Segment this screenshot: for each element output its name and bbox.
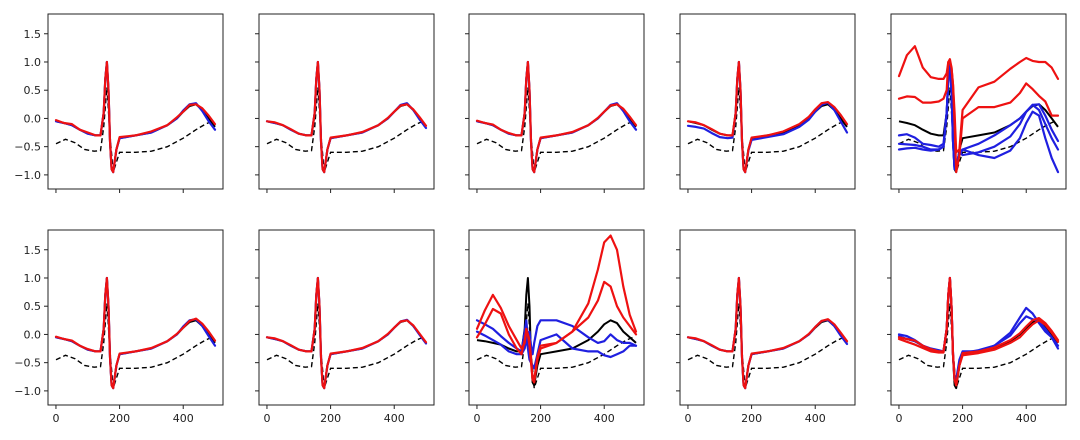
xtick-label: 0 <box>895 412 902 425</box>
ytick-label: 1.0 <box>24 272 42 285</box>
xtick-label: 200 <box>109 412 130 425</box>
xtick-label: 200 <box>530 412 551 425</box>
axes-frame <box>890 229 1067 406</box>
subplot-4 <box>676 13 856 193</box>
ytick-label: 1.5 <box>24 244 42 257</box>
red-series-line <box>897 276 1060 387</box>
subplot-lines <box>686 60 849 174</box>
subplot-lines <box>686 276 849 390</box>
reference-line <box>476 277 637 387</box>
xtick-label: 200 <box>320 412 341 425</box>
subplot-lines <box>54 276 217 390</box>
red-series-line <box>265 60 428 174</box>
xtick-label: 400 <box>384 412 405 425</box>
axes-frame <box>890 13 1067 190</box>
red-series-line <box>475 234 638 384</box>
red-series-line <box>54 276 217 390</box>
baseline-dashed-line <box>476 303 634 389</box>
reference-line <box>898 277 1059 390</box>
axes-frame <box>468 229 645 406</box>
subplot-lines <box>475 234 638 389</box>
red-series-line <box>54 60 217 174</box>
axes-frame <box>679 13 856 190</box>
xtick-label: 200 <box>741 412 762 425</box>
subplot-lines <box>475 60 638 174</box>
blue-series-line <box>475 330 638 370</box>
ytick-label: 1.5 <box>24 28 42 41</box>
xtick-label: 0 <box>263 412 270 425</box>
ytick-label: −1.0 <box>14 169 41 182</box>
subplot-lines <box>54 60 217 174</box>
subplot-7: 0 200 400 <box>255 229 435 425</box>
blue-series-line <box>475 319 638 356</box>
xtick-label: 400 <box>805 412 826 425</box>
ytick-label: −0.5 <box>14 141 41 154</box>
ytick-label: 0.0 <box>24 328 42 341</box>
subplot-5 <box>887 13 1067 193</box>
reference-line <box>266 61 427 174</box>
ytick-label: 0.5 <box>24 300 42 313</box>
xtick-label: 200 <box>952 412 973 425</box>
red-series-line <box>897 276 1060 387</box>
subplot-3 <box>465 13 645 193</box>
reference-line <box>476 61 637 174</box>
red-series-line <box>475 280 638 381</box>
blue-series-line <box>686 276 849 390</box>
blue-series-line <box>897 60 1060 174</box>
reference-line <box>687 277 848 390</box>
blue-series-line <box>265 276 428 390</box>
red-series-line <box>686 276 849 390</box>
reference-line <box>55 277 216 390</box>
reference-line <box>687 61 848 174</box>
ytick-label: −1.0 <box>14 385 41 398</box>
axes-frame <box>258 13 435 190</box>
xtick-label: 400 <box>1016 412 1037 425</box>
blue-series-line <box>897 276 1060 381</box>
red-series-line <box>265 276 428 390</box>
blue-series-line <box>54 60 217 174</box>
ytick-label: 1.0 <box>24 56 42 69</box>
subplot-lines <box>897 45 1060 174</box>
ytick-label: −0.5 <box>14 357 41 370</box>
subplot-6: −1.0 −0.5 0.0 0.5 1.0 1.5 0 200 400 <box>14 229 224 425</box>
subplot-2 <box>255 13 435 193</box>
subplot-lines <box>897 276 1060 390</box>
axes-frame <box>468 13 645 190</box>
subplot-8: 0 200 400 <box>465 229 645 425</box>
xtick-label: 0 <box>473 412 480 425</box>
xtick-label: 0 <box>684 412 691 425</box>
subplot-lines <box>265 60 428 174</box>
reference-line <box>55 61 216 174</box>
subplot-9: 0 200 400 <box>676 229 856 425</box>
blue-series-line <box>265 60 428 174</box>
axes-frame <box>258 229 435 406</box>
xtick-label: 0 <box>52 412 59 425</box>
subplot-10: 0 200 400 <box>887 229 1067 425</box>
xtick-label: 400 <box>173 412 194 425</box>
axes-frame <box>679 229 856 406</box>
blue-series-line <box>475 60 638 174</box>
blue-series-line <box>897 276 1060 384</box>
blue-series-line <box>897 60 1060 171</box>
subplot-1: −1.0 −0.5 0.0 0.5 1.0 1.5 <box>14 13 224 193</box>
reference-line <box>266 277 427 390</box>
axes-frame <box>47 229 224 406</box>
ytick-label: 0.5 <box>24 84 42 97</box>
ytick-label: 0.0 <box>24 112 42 125</box>
axes-frame <box>47 13 224 190</box>
red-series-line <box>897 45 1060 154</box>
blue-series-line <box>54 276 217 390</box>
xtick-label: 400 <box>594 412 615 425</box>
red-series-line <box>475 60 638 174</box>
blue-series-line <box>686 60 849 174</box>
subplot-lines <box>265 276 428 390</box>
red-series-line <box>686 60 849 174</box>
